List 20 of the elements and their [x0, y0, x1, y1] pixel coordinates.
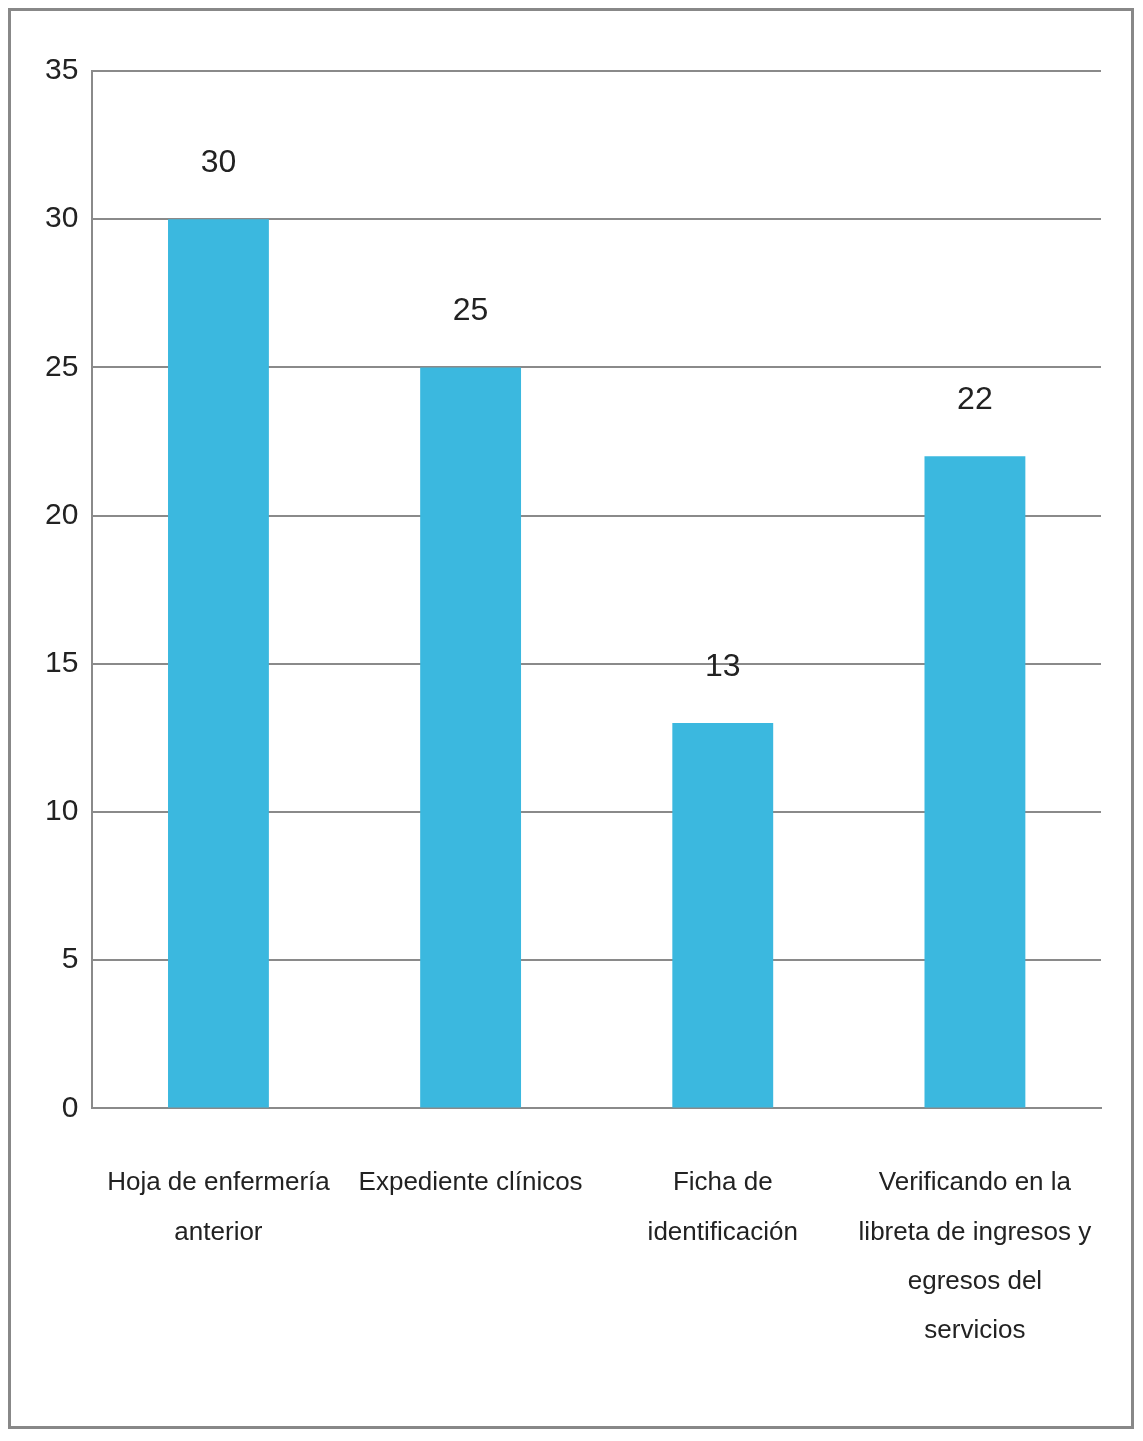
data-label: 30	[200, 143, 237, 180]
y-tick-label: 15	[44, 645, 79, 679]
x-tick-label: Ficha de identificación	[647, 1166, 798, 1246]
y-tick-label: 30	[44, 200, 79, 234]
y-tick-label: 5	[61, 941, 79, 975]
x-tick-label: Expediente clínicos	[358, 1166, 583, 1197]
y-tick-label: 25	[44, 348, 79, 382]
bar	[168, 219, 269, 1108]
x-tick-label: Hoja de enfermería anterior	[107, 1166, 331, 1246]
x-tick-label: Verificando en la libreta de ingresos y egresos del servicios	[858, 1166, 1092, 1345]
data-label: 25	[452, 291, 489, 328]
y-tick-label: 35	[44, 52, 79, 86]
data-label: 22	[957, 380, 993, 417]
bar	[420, 367, 522, 1108]
data-label: 13	[704, 646, 741, 683]
bar	[672, 723, 774, 1108]
bar	[924, 456, 1026, 1108]
y-tick-label: 10	[44, 793, 79, 827]
y-tick-label: 20	[44, 496, 79, 530]
y-tick-label: 0	[61, 1089, 79, 1123]
